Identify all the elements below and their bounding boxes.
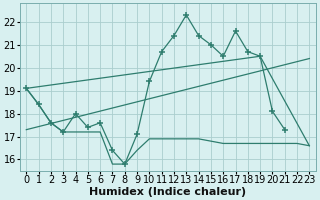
X-axis label: Humidex (Indice chaleur): Humidex (Indice chaleur) [89,187,246,197]
